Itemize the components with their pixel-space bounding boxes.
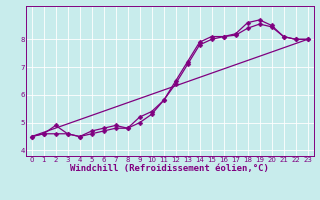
X-axis label: Windchill (Refroidissement éolien,°C): Windchill (Refroidissement éolien,°C) <box>70 164 269 173</box>
